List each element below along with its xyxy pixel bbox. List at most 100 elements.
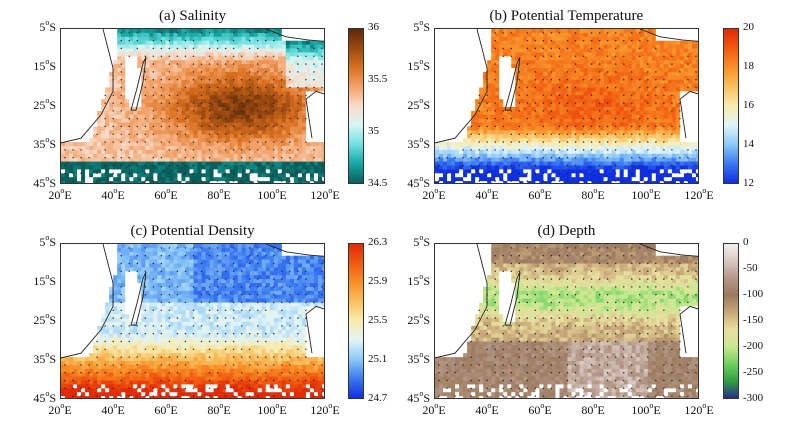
heat-cell: [109, 126, 114, 131]
heat-cell: [571, 60, 577, 65]
heat-cell: [97, 153, 102, 159]
heat-cell: [467, 114, 472, 120]
heat-cell: [563, 153, 569, 159]
heat-cell: [321, 29, 324, 34]
heat-cell: [571, 87, 577, 92]
heat-cell: [483, 103, 488, 108]
heat-cell: [137, 173, 142, 178]
heat-cell: [467, 177, 472, 182]
heat-cell: [77, 149, 82, 155]
heat-cell: [619, 44, 625, 50]
heat-cell: [305, 48, 311, 53]
heat-cell: [467, 64, 472, 69]
heat-cell: [141, 114, 146, 120]
heat-cell: [547, 134, 553, 139]
significance-dot: [224, 86, 227, 89]
heat-cell: [459, 165, 464, 170]
heat-cell: [233, 122, 239, 128]
heat-cell: [233, 169, 239, 174]
significance-dot: [257, 94, 259, 97]
heat-cell: [503, 87, 508, 92]
heat-cell: [543, 165, 549, 170]
heat-cell: [73, 165, 78, 170]
heat-cell: [221, 126, 227, 131]
heat-cell: [507, 87, 512, 92]
heat-cell: [117, 110, 122, 116]
heat-cell: [65, 169, 70, 174]
heat-cell: [599, 32, 605, 38]
heat-cell: [277, 146, 283, 151]
heat-cell: [165, 181, 171, 183]
heat-cell: [459, 95, 464, 100]
heat-cell: [583, 48, 589, 53]
heat-cell: [221, 110, 227, 116]
heat-cell: [237, 153, 243, 159]
heat-cell: [117, 32, 122, 38]
heat-cell: [185, 44, 191, 50]
heat-cell: [495, 103, 500, 108]
heat-cell: [173, 165, 179, 170]
heat-cell: [217, 40, 223, 46]
heat-cell: [591, 110, 597, 116]
heat-cell: [435, 91, 440, 96]
heat-cell: [73, 181, 78, 183]
heat-cell: [141, 173, 146, 178]
heat-cell: [491, 64, 496, 69]
heat-cell: [281, 153, 287, 159]
heat-cell: [511, 165, 516, 170]
heat-cell: [535, 114, 540, 120]
heat-cell: [81, 138, 86, 143]
heat-cell: [535, 146, 540, 151]
heat-cell: [599, 99, 605, 104]
heat-cell: [603, 177, 609, 182]
heat-cell: [543, 75, 549, 81]
heat-cell: [475, 146, 480, 151]
heat-cell: [527, 153, 532, 159]
significance-dot: [297, 164, 299, 167]
heat-cell: [551, 64, 557, 69]
heat-cell: [169, 130, 175, 135]
heat-cell: [277, 95, 283, 100]
heat-cell: [547, 181, 553, 183]
heat-cell: [563, 83, 569, 89]
heat-cell: [89, 126, 94, 131]
heat-cell: [261, 181, 267, 183]
heat-cell: [551, 40, 557, 46]
heat-cell: [619, 83, 625, 89]
heat-cell: [285, 68, 291, 73]
heat-cell: [515, 110, 520, 116]
heat-cell: [169, 110, 175, 116]
heat-cell: [281, 60, 287, 65]
significance-dot: [297, 118, 299, 120]
heat-cell: [81, 64, 86, 69]
heat-cell: [269, 87, 275, 92]
heat-cell: [595, 153, 601, 159]
heat-cell: [253, 75, 259, 81]
heat-cell: [173, 114, 179, 120]
heat-cell: [285, 83, 291, 89]
heat-cell: [539, 44, 545, 50]
heat-cell: [293, 173, 299, 178]
significance-dot: [96, 180, 98, 182]
heat-cell: [97, 118, 102, 124]
heat-cell: [451, 44, 456, 50]
x-tick-label: 40oE: [101, 186, 125, 202]
heat-cell: [471, 130, 476, 135]
heat-cell: [507, 114, 512, 120]
heat-cell: [65, 110, 70, 116]
heat-cell: [89, 64, 94, 69]
heat-cell: [265, 75, 271, 81]
heat-cell: [555, 138, 561, 143]
heat-cell: [117, 146, 122, 151]
significance-dot: [176, 55, 179, 57]
heat-cell: [97, 157, 102, 163]
heat-cell: [125, 36, 130, 42]
heat-cell: [523, 134, 528, 139]
heat-cell: [607, 75, 613, 81]
significance-dot: [216, 125, 219, 128]
heat-cell: [217, 103, 223, 108]
heat-cell: [321, 177, 324, 182]
heat-cell: [447, 165, 452, 170]
heat-cell: [293, 157, 299, 163]
heat-cell: [607, 177, 613, 182]
